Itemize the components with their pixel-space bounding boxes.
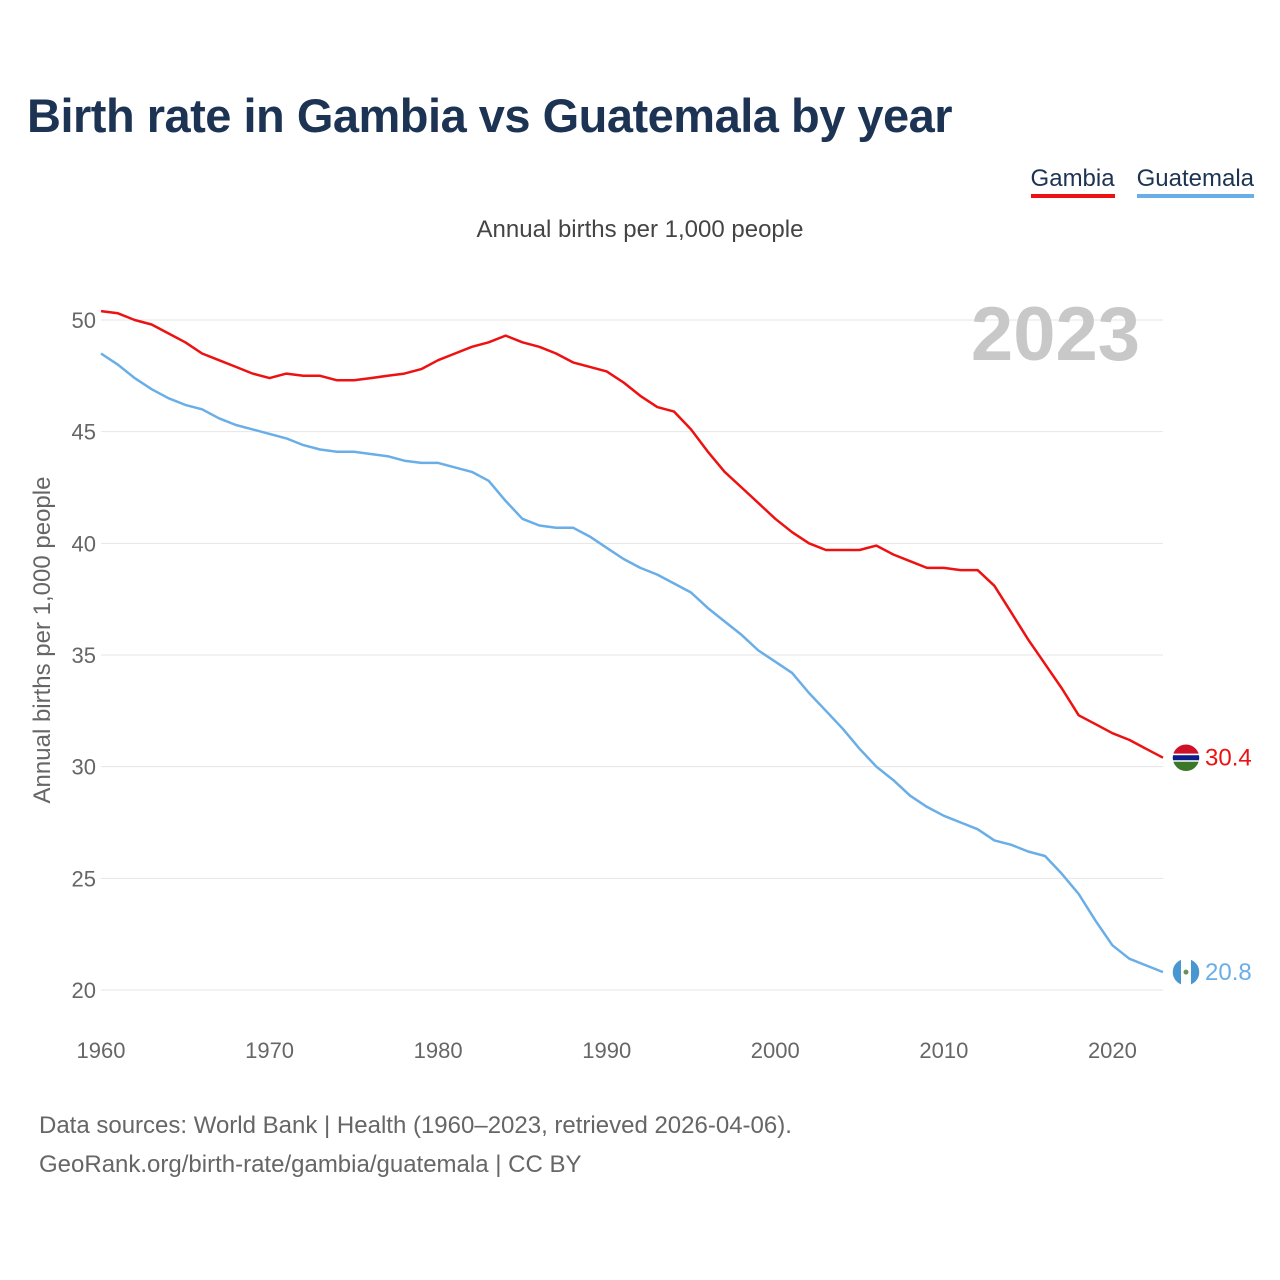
series-line-guatemala[interactable]	[100, 352, 1164, 974]
gridlines	[101, 319, 1163, 991]
chart-title: Birth rate in Gambia vs Guatemala by yea…	[27, 89, 953, 142]
series-lines	[100, 309, 1164, 974]
x-tick-label: 1980	[414, 1038, 463, 1063]
x-tick-label: 2020	[1088, 1038, 1137, 1063]
x-tick-label: 1990	[582, 1038, 631, 1063]
chart-subtitle: Annual births per 1,000 people	[476, 216, 804, 243]
legend-item-guatemala[interactable]: Guatemala	[1136, 166, 1254, 198]
legend: Gambia Guatemala	[1030, 166, 1254, 198]
end-value-label-gambia: 30.4	[1205, 745, 1252, 772]
source-note: Data sources: World Bank | Health (1960–…	[39, 1106, 792, 1184]
source-line-2[interactable]: GeoRank.org/birth-rate/gambia/guatemala …	[39, 1151, 582, 1178]
y-axis-label: Annual births per 1,000 people	[29, 477, 56, 804]
x-tick-label: 1960	[77, 1038, 126, 1063]
end-markers: 30.4 20.8	[1171, 742, 1252, 987]
end-value-label-guatemala: 20.8	[1205, 959, 1252, 986]
x-tick-label: 2010	[919, 1038, 968, 1063]
legend-item-gambia[interactable]: Gambia	[1030, 166, 1115, 198]
year-watermark: 2023	[971, 292, 1140, 377]
series-line-gambia[interactable]	[100, 309, 1164, 759]
x-axis-ticks: 1960 1970 1980 1990 2000 2010 2020	[77, 1038, 1137, 1063]
y-tick-label: 45	[72, 420, 96, 445]
y-tick-label: 35	[72, 643, 96, 668]
y-tick-label: 30	[72, 755, 96, 780]
x-tick-label: 2000	[751, 1038, 800, 1063]
y-tick-label: 20	[72, 978, 96, 1003]
x-tick-label: 1970	[245, 1038, 294, 1063]
y-tick-label: 50	[72, 308, 96, 333]
y-axis-ticks: 20 25 30 35 40 45 50	[72, 308, 96, 1003]
gambia-flag-icon	[1171, 742, 1201, 773]
y-tick-label: 40	[72, 531, 96, 556]
y-tick-label: 25	[72, 866, 96, 891]
source-line-1: Data sources: World Bank | Health (1960–…	[39, 1112, 792, 1139]
guatemala-flag-icon	[1171, 957, 1201, 987]
